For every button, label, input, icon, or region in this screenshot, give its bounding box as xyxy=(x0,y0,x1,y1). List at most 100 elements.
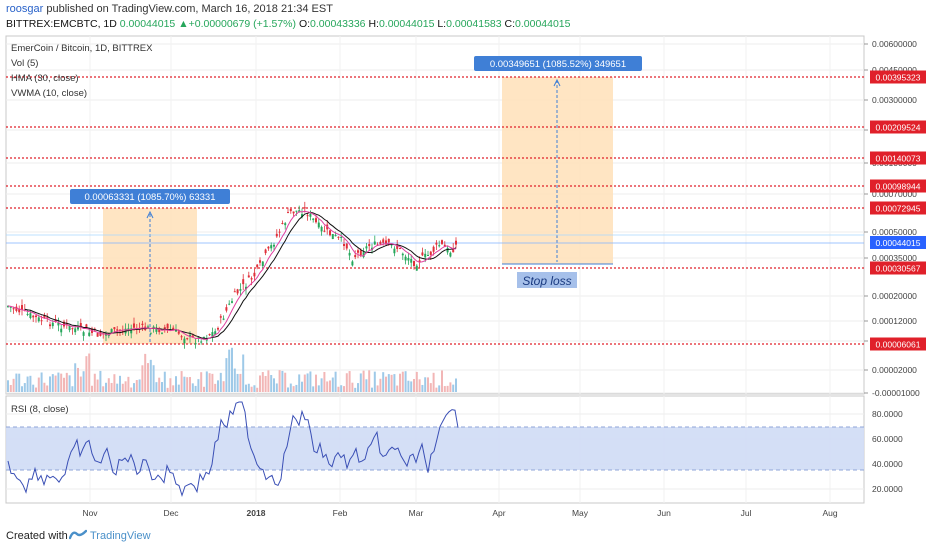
stop-loss-tag[interactable]: Stop loss xyxy=(517,272,577,288)
candle-body[interactable] xyxy=(449,252,452,257)
candle-body[interactable] xyxy=(113,327,116,330)
candle-body[interactable] xyxy=(455,240,457,245)
candle-body[interactable] xyxy=(214,331,217,335)
candle-body[interactable] xyxy=(203,337,205,339)
candle-body[interactable] xyxy=(43,315,46,319)
time-axis[interactable]: Nov Dec 2018 Feb Mar Apr May Jun Jul Aug xyxy=(82,508,837,518)
candle-body[interactable] xyxy=(415,265,418,271)
candle-body[interactable] xyxy=(200,341,203,343)
candle-body[interactable] xyxy=(197,337,200,339)
candle-body[interactable] xyxy=(351,261,354,266)
candle-body[interactable] xyxy=(65,323,68,325)
candle-body[interactable] xyxy=(275,233,278,237)
candle-body[interactable] xyxy=(121,330,124,332)
candle-body[interactable] xyxy=(267,246,270,249)
candle-body[interactable] xyxy=(9,306,12,308)
candle-body[interactable] xyxy=(340,236,343,238)
candle-body[interactable] xyxy=(233,291,236,293)
candle-body[interactable] xyxy=(183,338,186,344)
candle-body[interactable] xyxy=(155,327,158,332)
candle-body[interactable] xyxy=(208,333,211,336)
candle-body[interactable] xyxy=(71,328,74,330)
candle-body[interactable] xyxy=(421,252,424,256)
candle-body[interactable] xyxy=(323,230,326,232)
candle-body[interactable] xyxy=(46,317,49,319)
candle-body[interactable] xyxy=(306,215,309,217)
candle-body[interactable] xyxy=(191,335,194,337)
candle-body[interactable] xyxy=(410,258,413,263)
candle-body[interactable] xyxy=(438,245,441,247)
candle-body[interactable] xyxy=(40,320,43,322)
candle-body[interactable] xyxy=(172,327,175,331)
candle-body[interactable] xyxy=(247,275,250,278)
candle-body[interactable] xyxy=(345,243,348,249)
candle-body[interactable] xyxy=(343,244,345,246)
candle-body[interactable] xyxy=(365,246,368,249)
legend-hma[interactable]: HMA (30, close) xyxy=(11,73,79,84)
candle-body[interactable] xyxy=(82,332,85,336)
candle-body[interactable] xyxy=(387,238,390,243)
candle-body[interactable] xyxy=(29,313,32,319)
candle-body[interactable] xyxy=(399,248,401,250)
candle-body[interactable] xyxy=(51,322,54,327)
candle-body[interactable] xyxy=(79,322,82,327)
candle-body[interactable] xyxy=(161,332,163,334)
candle-body[interactable] xyxy=(281,223,284,225)
candle-body[interactable] xyxy=(35,315,37,318)
candle-body[interactable] xyxy=(259,260,261,263)
candle-body[interactable] xyxy=(130,328,133,334)
candle-body[interactable] xyxy=(284,223,287,226)
candle-body[interactable] xyxy=(418,260,421,263)
candle-body[interactable] xyxy=(158,328,161,333)
candle-body[interactable] xyxy=(261,261,264,267)
candle-body[interactable] xyxy=(49,324,51,327)
candle-body[interactable] xyxy=(404,256,407,261)
candle-body[interactable] xyxy=(57,322,60,326)
candle-body[interactable] xyxy=(432,246,435,252)
candle-body[interactable] xyxy=(348,252,351,256)
level-lines[interactable] xyxy=(6,76,864,345)
candle-body[interactable] xyxy=(242,279,245,285)
candle-body[interactable] xyxy=(424,253,427,258)
candle-body[interactable] xyxy=(287,212,289,214)
candle-body[interactable] xyxy=(149,332,152,334)
candle-body[interactable] xyxy=(250,278,253,280)
candle-body[interactable] xyxy=(441,240,443,244)
candle-body[interactable] xyxy=(427,254,429,256)
candle-body[interactable] xyxy=(152,326,155,329)
candle-body[interactable] xyxy=(413,261,415,266)
candle-body[interactable] xyxy=(278,231,281,233)
candle-body[interactable] xyxy=(264,249,267,254)
candle-body[interactable] xyxy=(189,334,191,338)
candle-body[interactable] xyxy=(292,211,295,214)
candle-body[interactable] xyxy=(245,286,247,290)
candle-body[interactable] xyxy=(362,252,365,258)
candle-body[interactable] xyxy=(273,244,275,247)
candle-body[interactable] xyxy=(334,235,337,237)
candle-body[interactable] xyxy=(373,241,376,245)
candle-body[interactable] xyxy=(407,257,410,261)
candle-body[interactable] xyxy=(18,308,21,313)
candle-body[interactable] xyxy=(166,323,169,329)
candle-body[interactable] xyxy=(217,328,219,330)
candle-body[interactable] xyxy=(368,244,371,247)
candle-body[interactable] xyxy=(452,248,455,253)
candle-body[interactable] xyxy=(289,208,292,212)
candle-body[interactable] xyxy=(337,236,340,238)
candle-body[interactable] xyxy=(74,328,77,333)
candle-body[interactable] xyxy=(443,244,446,248)
candle-body[interactable] xyxy=(88,332,91,336)
candle-body[interactable] xyxy=(175,329,177,332)
candle-body[interactable] xyxy=(301,214,303,218)
candle-body[interactable] xyxy=(116,329,119,331)
candle-body[interactable] xyxy=(96,333,99,337)
candle-body[interactable] xyxy=(12,308,15,310)
candle-body[interactable] xyxy=(357,250,359,253)
candle-body[interactable] xyxy=(85,324,88,329)
candle-body[interactable] xyxy=(303,207,306,209)
candle-body[interactable] xyxy=(435,242,438,245)
candle-body[interactable] xyxy=(163,327,166,330)
candle-body[interactable] xyxy=(256,264,259,268)
candle-body[interactable] xyxy=(231,301,233,303)
